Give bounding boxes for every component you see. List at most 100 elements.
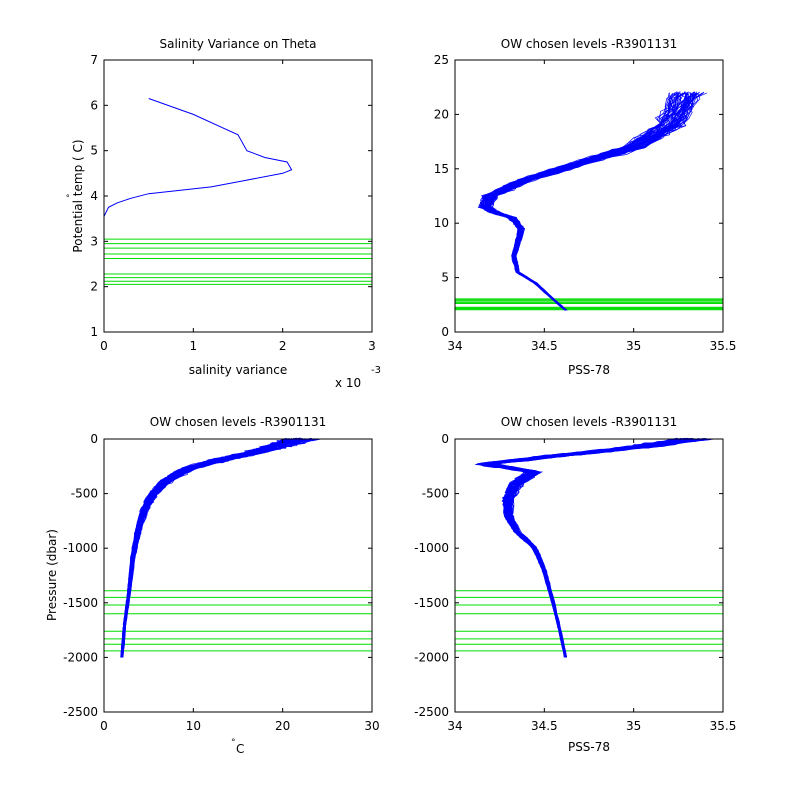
profile-line xyxy=(121,438,296,658)
profile-line xyxy=(485,438,693,658)
profile-line xyxy=(120,438,288,658)
chart-title: Salinity Variance on Theta xyxy=(160,37,317,51)
profile-line xyxy=(121,438,291,658)
profile-line xyxy=(121,439,307,658)
profile-line xyxy=(122,439,317,658)
y-axis-label-degree: ° xyxy=(66,194,76,199)
profile-line xyxy=(493,438,709,658)
profile-line xyxy=(483,438,688,658)
x-exponent-base: x 10 xyxy=(335,376,361,390)
profile-line xyxy=(121,438,295,658)
profile-line xyxy=(488,91,705,311)
y-tick-label: 10 xyxy=(434,216,449,230)
profile-line xyxy=(122,437,312,658)
profile-line xyxy=(483,438,692,658)
x-axis-label: salinity variance xyxy=(189,363,288,377)
profile-line xyxy=(120,438,294,658)
profile-line xyxy=(121,438,304,658)
profile-line xyxy=(481,92,680,311)
series-lines xyxy=(477,91,708,311)
y-tick-label: 0 xyxy=(441,432,449,446)
profile-line xyxy=(121,438,297,658)
profile-line xyxy=(480,93,676,311)
profile-line xyxy=(122,439,316,658)
profile-line xyxy=(485,93,697,311)
y-tick-label: -1500 xyxy=(414,596,449,610)
profile-line xyxy=(479,438,685,658)
y-ticks: 1 2 3 4 5 6 7 xyxy=(90,53,372,339)
profile-line xyxy=(482,439,694,658)
profile-line xyxy=(475,439,684,658)
profile-line xyxy=(481,93,682,311)
x-ticks: 0 10 20 30 xyxy=(100,439,380,733)
profile-line xyxy=(122,438,311,658)
profile-line xyxy=(121,438,305,658)
profile-line xyxy=(121,438,299,658)
profile-line xyxy=(120,438,289,658)
y-axis-label: Potential temp ( C) ° xyxy=(66,139,85,252)
profile-line xyxy=(488,438,705,658)
profile-line xyxy=(120,438,298,658)
profile-line xyxy=(489,92,700,311)
profile-line xyxy=(121,437,302,658)
profile-line xyxy=(480,91,681,311)
plot-frame xyxy=(454,438,724,713)
profile-line xyxy=(121,437,297,658)
profile-line xyxy=(120,438,300,658)
profile-line xyxy=(484,93,681,311)
series-lines xyxy=(475,437,714,658)
profile-line xyxy=(121,439,294,658)
profile-line xyxy=(122,438,317,658)
profile-line xyxy=(121,438,300,658)
x-tick-label: 35.5 xyxy=(710,719,737,733)
y-axis-label-text: Pressure (dbar) xyxy=(45,529,59,621)
x-tick-label: 2 xyxy=(279,339,287,353)
y-tick-label: -500 xyxy=(71,487,98,501)
profile-line xyxy=(480,92,673,311)
profile-line xyxy=(483,438,694,658)
profile-line xyxy=(121,438,299,658)
profile-line xyxy=(483,92,683,311)
y-tick-label: 20 xyxy=(434,107,449,121)
x-tick-label: 34 xyxy=(447,339,462,353)
x-axis-label: C xyxy=(236,742,244,756)
profile-line xyxy=(484,437,688,658)
y-ticks: -2500 -2000 -1500 -1000 -500 0 xyxy=(63,432,372,719)
profile-line xyxy=(482,439,684,658)
y-tick-label: 15 xyxy=(434,162,449,176)
y-tick-label: -1000 xyxy=(414,541,449,555)
profile-line xyxy=(482,91,687,311)
profile-line xyxy=(121,439,302,658)
profile-line xyxy=(121,439,294,658)
profile-line xyxy=(478,91,679,311)
profile-line xyxy=(121,439,299,658)
profile-line xyxy=(122,438,311,658)
profile-line xyxy=(486,438,700,658)
profile-line xyxy=(486,438,696,658)
profile-line xyxy=(476,437,678,658)
profile-line xyxy=(485,438,693,658)
chart-theta-salinity: OW chosen levels -R3901131 34 34.5 35 35.5 … xyxy=(434,37,737,377)
profile-line xyxy=(121,438,297,658)
x-axis-label: PSS-78 xyxy=(568,363,610,377)
profile-line xyxy=(121,438,302,658)
profile-line xyxy=(490,439,703,658)
chart-title: OW chosen levels -R3901131 xyxy=(150,415,326,429)
x-tick-label: 20 xyxy=(275,719,290,733)
profile-line xyxy=(120,439,293,658)
profile-line xyxy=(481,92,675,311)
profile-line xyxy=(122,438,311,658)
y-tick-label: -2500 xyxy=(63,705,98,719)
x-tick-label: 35 xyxy=(626,719,641,733)
profile-line xyxy=(122,437,312,658)
profile-line xyxy=(477,92,671,311)
profile-line xyxy=(483,92,687,311)
y-ticks: -2500 -2000 -1500 -1000 -500 0 xyxy=(414,432,723,719)
x-ticks: 0 1 2 3 xyxy=(100,60,376,353)
profile-line xyxy=(481,438,690,658)
profile-line xyxy=(121,437,301,658)
x-axis-label-degree: ° xyxy=(231,738,236,748)
profile-line xyxy=(490,439,701,658)
profile-line xyxy=(486,439,686,658)
